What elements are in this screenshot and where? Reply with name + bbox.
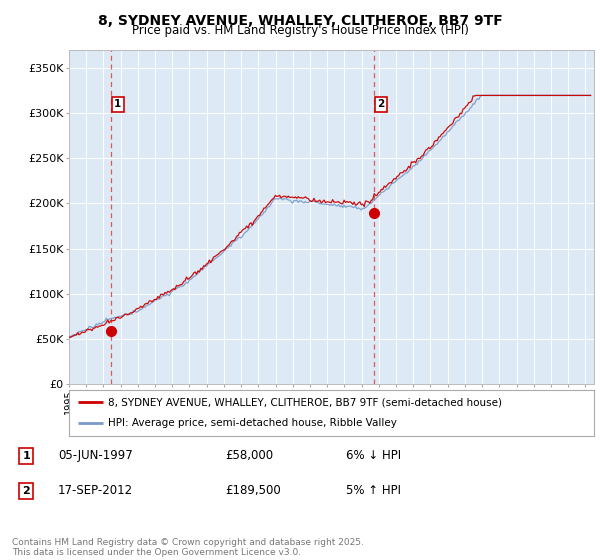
Text: 8, SYDNEY AVENUE, WHALLEY, CLITHEROE, BB7 9TF (semi-detached house): 8, SYDNEY AVENUE, WHALLEY, CLITHEROE, BB… [109, 397, 502, 407]
Text: 6% ↓ HPI: 6% ↓ HPI [346, 449, 401, 462]
Text: £58,000: £58,000 [225, 449, 273, 462]
Text: 17-SEP-2012: 17-SEP-2012 [58, 484, 133, 497]
Text: £189,500: £189,500 [225, 484, 281, 497]
Text: 2: 2 [22, 486, 30, 496]
Text: 05-JUN-1997: 05-JUN-1997 [58, 449, 133, 462]
Text: HPI: Average price, semi-detached house, Ribble Valley: HPI: Average price, semi-detached house,… [109, 418, 397, 428]
Text: 1: 1 [22, 451, 30, 461]
Text: 5% ↑ HPI: 5% ↑ HPI [346, 484, 401, 497]
Text: Price paid vs. HM Land Registry's House Price Index (HPI): Price paid vs. HM Land Registry's House … [131, 24, 469, 37]
Text: 2: 2 [377, 100, 385, 109]
Text: 8, SYDNEY AVENUE, WHALLEY, CLITHEROE, BB7 9TF: 8, SYDNEY AVENUE, WHALLEY, CLITHEROE, BB… [98, 14, 502, 28]
Text: 1: 1 [114, 100, 122, 109]
Text: Contains HM Land Registry data © Crown copyright and database right 2025.
This d: Contains HM Land Registry data © Crown c… [12, 538, 364, 557]
